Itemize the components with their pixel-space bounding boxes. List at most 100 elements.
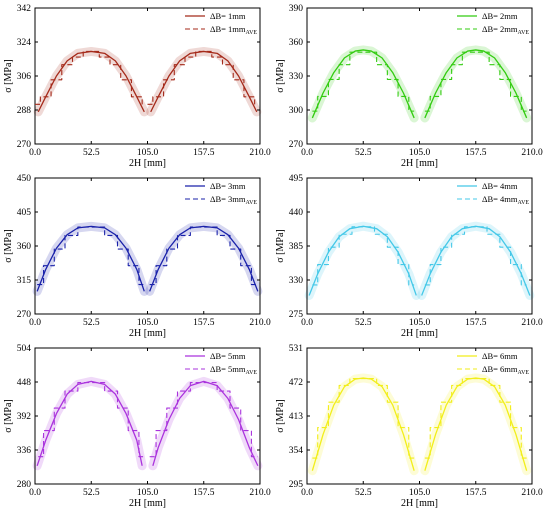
y-tick-label: 288 xyxy=(17,106,32,116)
x-tick-label: 52.5 xyxy=(355,318,372,328)
x-tick-label: 157.5 xyxy=(193,488,215,498)
legend: ΔB= 5mm ΔB= 5mmAVE xyxy=(185,351,257,376)
series-line-dashed-4 xyxy=(149,382,258,458)
series-line-solid-1 xyxy=(311,377,415,471)
y-axis-label: σ [MPa] xyxy=(3,229,14,262)
series-line-dashed-4 xyxy=(149,226,258,286)
x-tick-label: 105.0 xyxy=(409,148,431,158)
legend-subscript: AVE xyxy=(246,370,258,376)
legend-subscript: AVE xyxy=(518,200,530,206)
x-tick-label: 210.0 xyxy=(249,148,271,158)
chart-panel-1: 270 288 306 324 342 0.0 52.5 105.0 157.5 210.0 2H … xyxy=(3,4,271,169)
y-tick-label: 336 xyxy=(17,446,32,456)
y-tick-label: 448 xyxy=(17,378,32,388)
series-line-solid-1 xyxy=(36,225,145,292)
x-tick-label: 210.0 xyxy=(521,488,543,498)
y-axis-label: σ [MPa] xyxy=(275,399,286,432)
x-tick-label: 0.0 xyxy=(29,148,41,158)
y-tick-label: 306 xyxy=(17,72,32,82)
x-tick-label: 157.5 xyxy=(193,318,215,328)
legend-label-dashed: ΔB= 3mmAVE xyxy=(210,194,257,206)
y-tick-label: 531 xyxy=(289,344,304,354)
x-tick-label: 105.0 xyxy=(409,488,431,498)
series-line-solid-1 xyxy=(308,225,417,296)
x-axis-label: 2H [mm] xyxy=(129,328,166,339)
band-1 xyxy=(307,373,419,476)
legend-label-solid: ΔB= 1mm xyxy=(210,11,246,21)
legend: ΔB= 1mm ΔB= 1mmAVE xyxy=(185,11,257,36)
legend-label-dashed: ΔB= 4mmAVE xyxy=(482,194,529,206)
legend-label-dashed: ΔB= 5mmAVE xyxy=(210,364,257,376)
legend-label-dashed: ΔB= 2mmAVE xyxy=(482,24,529,36)
y-axis-label: σ [MPa] xyxy=(275,229,286,262)
band-2 xyxy=(145,221,263,296)
y-axis-label: σ [MPa] xyxy=(3,399,14,432)
series-line-solid-2 xyxy=(421,225,531,296)
y-tick-label: 504 xyxy=(17,344,32,354)
legend-subscript: AVE xyxy=(518,370,530,376)
x-tick-label: 105.0 xyxy=(137,148,159,158)
x-tick-label: 157.5 xyxy=(193,148,215,158)
x-tick-label: 52.5 xyxy=(83,148,100,158)
x-tick-label: 0.0 xyxy=(301,488,313,498)
series-line-solid-2 xyxy=(149,225,259,292)
y-tick-label: 472 xyxy=(289,378,304,388)
series-line-solid-2 xyxy=(424,49,528,119)
series-line-dashed-3 xyxy=(37,226,146,286)
legend: ΔB= 3mm ΔB= 3mmAVE xyxy=(185,181,257,206)
series-line-solid-2 xyxy=(152,380,259,467)
y-axis-label: σ [MPa] xyxy=(3,59,14,92)
y-tick-label: 392 xyxy=(17,412,32,422)
x-tick-label: 157.5 xyxy=(465,318,487,328)
y-tick-label: 360 xyxy=(289,38,304,48)
x-tick-label: 52.5 xyxy=(355,148,372,158)
y-tick-label: 295 xyxy=(289,480,304,490)
y-tick-label: 342 xyxy=(17,4,32,14)
y-tick-label: 330 xyxy=(289,276,304,286)
legend-label-solid: ΔB= 2mm xyxy=(482,11,518,21)
band-2 xyxy=(148,376,263,471)
series-line-solid-2 xyxy=(150,50,258,113)
y-tick-label: 280 xyxy=(17,480,32,490)
x-tick-label: 105.0 xyxy=(137,318,159,328)
x-tick-label: 52.5 xyxy=(83,488,100,498)
x-tick-label: 0.0 xyxy=(29,488,41,498)
x-tick-label: 210.0 xyxy=(521,148,543,158)
y-tick-label: 315 xyxy=(17,276,32,286)
chart-panel-3: 270 315 360 405 450 0.0 52.5 105.0 157.5 210.0 2H … xyxy=(3,174,271,339)
y-tick-label: 300 xyxy=(289,106,304,116)
chart-panel-5: 280 336 392 448 504 0.0 52.5 105.0 157.5 210.0 2H … xyxy=(3,344,271,509)
y-tick-label: 440 xyxy=(289,208,304,218)
series-line-solid-2 xyxy=(424,377,528,471)
y-tick-label: 270 xyxy=(289,140,304,150)
legend-label-solid: ΔB= 5mm xyxy=(210,351,246,361)
y-tick-label: 413 xyxy=(289,412,304,422)
chart-panel-4: 275 330 385 440 495 0.0 52.5 105.0 157.5 210.0 2H … xyxy=(275,174,543,339)
series-line-dashed-4 xyxy=(424,226,527,286)
y-tick-label: 390 xyxy=(289,4,304,14)
legend-subscript: AVE xyxy=(518,30,530,36)
y-tick-label: 360 xyxy=(17,242,32,252)
x-tick-label: 105.0 xyxy=(137,488,159,498)
band-2 xyxy=(417,221,535,300)
legend-label-dashed: ΔB= 1mmAVE xyxy=(210,24,257,36)
y-tick-label: 324 xyxy=(17,38,32,48)
confidence-band xyxy=(32,221,263,296)
y-tick-label: 270 xyxy=(17,310,32,320)
legend-label-dashed: ΔB= 6mmAVE xyxy=(482,364,529,376)
legend-subscript: AVE xyxy=(246,30,258,36)
confidence-band xyxy=(33,46,262,117)
series-line-solid-1 xyxy=(36,380,143,466)
y-tick-label: 270 xyxy=(17,140,32,150)
y-tick-label: 450 xyxy=(17,174,32,184)
x-tick-label: 0.0 xyxy=(301,318,313,328)
series-line-dashed-3 xyxy=(38,382,146,458)
legend: ΔB= 4mm ΔB= 4mmAVE xyxy=(457,181,529,206)
x-axis-label: 2H [mm] xyxy=(401,328,438,339)
x-tick-label: 0.0 xyxy=(301,148,313,158)
y-tick-label: 354 xyxy=(289,446,304,456)
series-line-dashed-3 xyxy=(312,226,415,286)
series-line-solid-1 xyxy=(37,50,145,113)
x-tick-label: 210.0 xyxy=(249,488,271,498)
